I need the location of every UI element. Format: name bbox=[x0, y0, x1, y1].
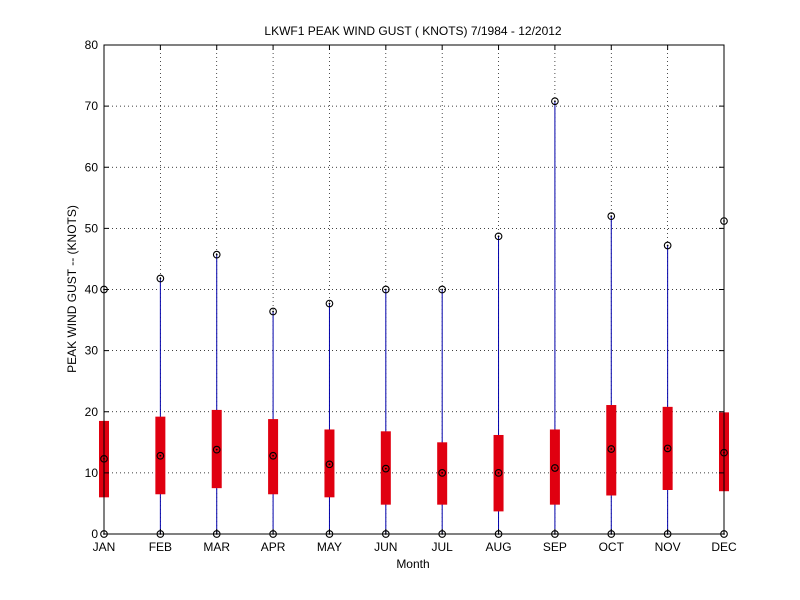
max-marker bbox=[325, 299, 334, 308]
y-tick-label: 60 bbox=[85, 160, 99, 174]
max-marker bbox=[663, 241, 672, 250]
median-marker-dot bbox=[666, 447, 669, 450]
x-tick-label: OCT bbox=[599, 540, 625, 554]
max-marker-dot bbox=[610, 215, 613, 218]
x-tick-label: DEC bbox=[711, 540, 737, 554]
x-tick-label: JAN bbox=[93, 540, 116, 554]
max-marker bbox=[438, 285, 447, 294]
x-tick-label: NOV bbox=[655, 540, 681, 554]
plot-frame bbox=[103, 44, 725, 535]
y-tick-label: 50 bbox=[85, 221, 99, 235]
median-marker-dot bbox=[328, 463, 331, 466]
max-marker-dot bbox=[328, 302, 331, 305]
x-tick-label: MAY bbox=[317, 540, 342, 554]
y-tick-label: 30 bbox=[85, 344, 99, 358]
iqr-box bbox=[549, 429, 560, 505]
max-marker-dot bbox=[497, 235, 500, 238]
median-marker bbox=[663, 444, 672, 453]
median-marker bbox=[381, 464, 390, 473]
median-marker bbox=[269, 451, 277, 460]
x-tick-label: SEP bbox=[543, 540, 567, 554]
median-marker bbox=[212, 445, 221, 454]
max-marker bbox=[269, 307, 277, 316]
median-marker-dot bbox=[497, 471, 500, 474]
box-may bbox=[324, 299, 335, 538]
x-axis-label: Month bbox=[396, 557, 429, 571]
max-marker-dot bbox=[215, 253, 218, 256]
tick-labels: 0 10 20 30 40 50 60 70 80 JAN FEB MAR APR MAY JUN JUL AU… bbox=[85, 38, 737, 554]
x-tick-label: JUL bbox=[432, 540, 454, 554]
median-marker bbox=[607, 445, 616, 453]
x-tick-label: APR bbox=[261, 540, 286, 554]
median-marker bbox=[156, 451, 165, 460]
median-marker-dot bbox=[441, 471, 444, 474]
median-marker bbox=[438, 469, 447, 477]
max-marker-dot bbox=[441, 288, 444, 291]
y-tick-label: 20 bbox=[85, 405, 99, 419]
box-jul bbox=[437, 285, 448, 538]
y-tick-label: 40 bbox=[85, 283, 99, 297]
box-feb bbox=[155, 274, 166, 538]
median-marker-dot bbox=[272, 454, 274, 457]
iqr-box bbox=[268, 419, 279, 495]
x-tick-label: JUN bbox=[374, 540, 397, 554]
max-marker bbox=[156, 274, 165, 283]
median-marker bbox=[551, 464, 559, 472]
max-marker bbox=[551, 97, 559, 106]
median-marker-dot bbox=[215, 448, 218, 451]
max-marker-dot bbox=[272, 310, 274, 313]
max-marker bbox=[381, 285, 390, 294]
y-tick-label: 10 bbox=[85, 466, 99, 480]
median-marker bbox=[494, 469, 503, 477]
axes bbox=[103, 44, 725, 535]
chart-title: LKWF1 PEAK WIND GUST ( KNOTS) 7/1984 - 1… bbox=[264, 24, 562, 38]
median-marker-dot bbox=[610, 448, 613, 450]
box-mar bbox=[211, 250, 222, 538]
median-marker-dot bbox=[159, 454, 162, 457]
y-axis-label: PEAK WIND GUST -- (KNOTS) bbox=[65, 205, 79, 373]
y-tick-label: 0 bbox=[91, 527, 98, 541]
max-marker-dot bbox=[159, 277, 162, 280]
max-marker bbox=[607, 212, 616, 220]
y-tick-label: 80 bbox=[85, 38, 99, 52]
iqr-box bbox=[606, 405, 617, 496]
iqr-box bbox=[324, 429, 335, 498]
x-tick-label: AUG bbox=[486, 540, 512, 554]
x-tick-label: FEB bbox=[149, 540, 172, 554]
y-tick-label: 70 bbox=[85, 99, 99, 113]
median-marker-dot bbox=[554, 467, 556, 469]
max-marker bbox=[212, 250, 221, 259]
median-marker bbox=[325, 460, 334, 469]
max-marker-dot bbox=[666, 244, 669, 247]
x-tick-label: MAR bbox=[203, 540, 230, 554]
max-marker-dot bbox=[384, 288, 387, 291]
median-marker-dot bbox=[384, 467, 387, 470]
max-marker-dot bbox=[554, 100, 556, 103]
max-marker bbox=[494, 232, 503, 241]
